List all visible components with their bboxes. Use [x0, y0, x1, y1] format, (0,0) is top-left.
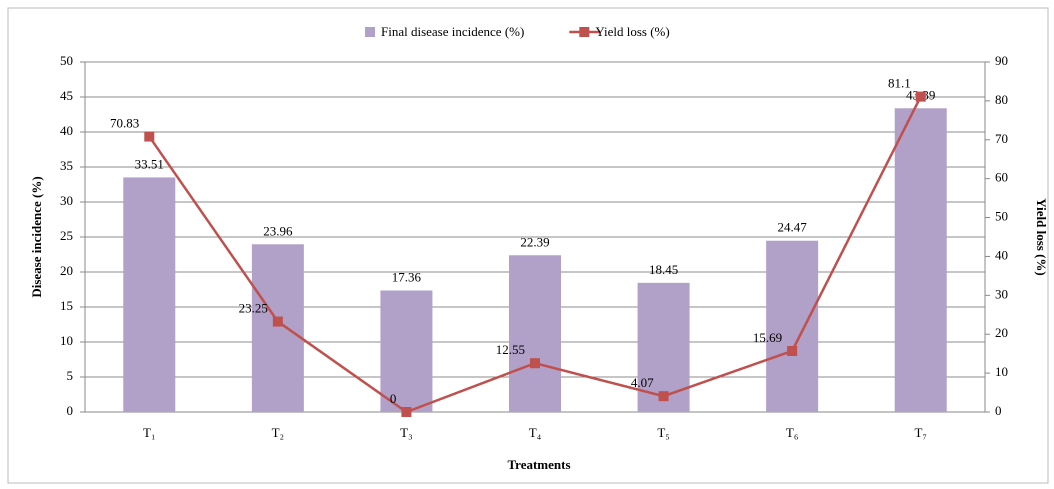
x-axis-title: Treatments	[507, 457, 570, 472]
y2-tick-label: 70	[995, 131, 1008, 146]
y-tick-label: 25	[60, 228, 73, 243]
y2-tick-label: 10	[995, 364, 1008, 379]
y-tick-label: 15	[60, 298, 73, 313]
bar-value-label: 24.47	[778, 220, 808, 235]
line-value-label: 15.69	[753, 330, 782, 345]
legend-swatch	[579, 27, 590, 37]
y2-axis-title: Yield loss (%)	[1034, 198, 1049, 276]
y-tick-label: 50	[60, 53, 73, 68]
bar	[123, 177, 176, 412]
y-tick-label: 40	[60, 123, 73, 138]
line-marker	[787, 345, 798, 356]
line-value-label: 81.1	[888, 76, 911, 91]
bar	[894, 108, 947, 413]
y2-tick-label: 80	[995, 92, 1008, 107]
y-tick-label: 45	[60, 88, 73, 103]
bar-value-label: 17.36	[392, 269, 422, 284]
line-marker	[401, 407, 412, 417]
x-tick-label: T₅	[657, 425, 669, 440]
y2-tick-label: 50	[995, 209, 1008, 224]
y2-tick-label: 0	[995, 403, 1002, 418]
x-tick-label: T₆	[786, 425, 798, 440]
legend-label: Final disease incidence (%)	[381, 24, 524, 39]
line-marker	[915, 91, 926, 102]
bar	[509, 255, 561, 412]
x-tick-label: T₁	[143, 425, 155, 440]
y2-tick-label: 60	[995, 170, 1008, 185]
y-tick-label: 30	[60, 193, 73, 208]
y2-tick-label: 40	[995, 247, 1008, 262]
line-value-label: 70.83	[110, 116, 139, 131]
x-tick-label: T₇	[914, 425, 926, 440]
y-tick-label: 35	[60, 158, 73, 173]
bar-value-label: 22.39	[520, 234, 549, 249]
x-tick-label: T₄	[529, 425, 542, 440]
y-tick-label: 10	[60, 333, 73, 348]
y-tick-label: 0	[67, 403, 74, 418]
y2-tick-label: 20	[995, 325, 1008, 340]
line-value-label: 4.07	[631, 375, 654, 390]
y-tick-label: 20	[60, 263, 73, 278]
line-marker	[272, 316, 283, 327]
x-tick-label: T₂	[272, 425, 284, 440]
bar-value-label: 18.45	[649, 262, 678, 277]
y-tick-label: 5	[67, 368, 74, 383]
line-marker	[530, 358, 540, 369]
bar	[251, 244, 304, 412]
y2-tick-label: 30	[995, 286, 1008, 301]
bar	[380, 290, 433, 412]
line-marker	[144, 131, 155, 142]
line-value-label: 0	[390, 391, 397, 406]
bar-value-label: 33.51	[135, 156, 164, 171]
line-value-label: 23.25	[239, 301, 268, 316]
x-tick-label: T₃	[400, 425, 412, 440]
legend-label: Yield loss (%)	[595, 24, 669, 39]
y2-tick-label: 90	[995, 53, 1008, 68]
bar-value-label: 23.96	[263, 223, 293, 238]
legend-swatch	[365, 27, 375, 37]
y-axis-title: Disease incidence (%)	[29, 176, 44, 297]
line-value-label: 12.55	[496, 342, 525, 357]
bar	[766, 240, 819, 412]
line-marker	[658, 391, 669, 402]
